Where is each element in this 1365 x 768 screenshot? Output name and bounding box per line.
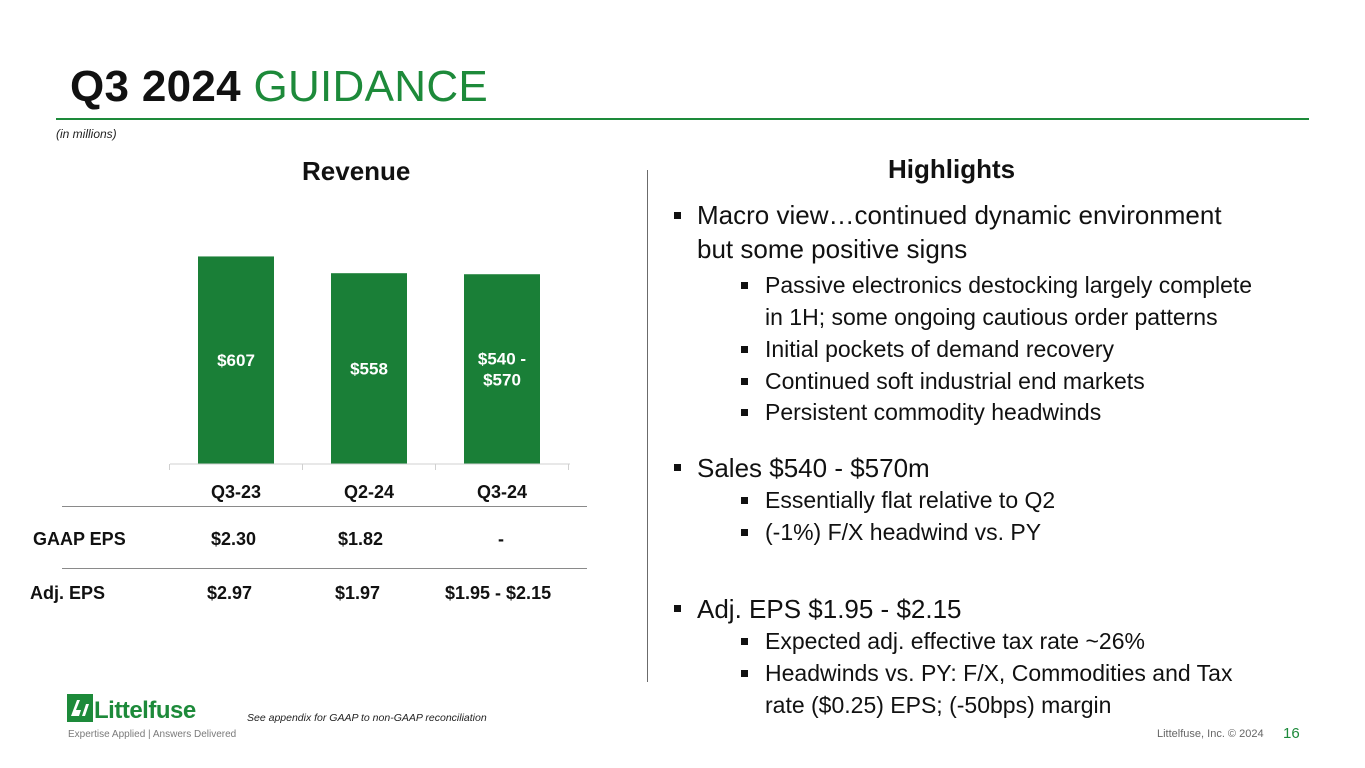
units-note: (in millions) [56,127,117,141]
title-main: Q3 2024 [70,62,241,111]
bullet-square-icon [741,529,748,536]
revenue-bar-q3-23 [198,256,274,464]
title-accent: GUIDANCE [253,62,489,111]
sub-demand-recovery: Initial pockets of demand recovery [765,336,1115,362]
table-rule-top [62,506,587,507]
bullet-square-icon [741,409,748,416]
revenue-heading: Revenue [302,156,411,186]
littelfuse-logo-icon [67,694,93,722]
section-divider [647,170,648,682]
adj-eps-label: Adj. EPS [30,583,106,603]
page-title: Q3 2024 GUIDANCE [70,62,488,112]
highlights-heading: Highlights [888,154,1016,184]
highlight-macro-line2: but some positive signs [697,234,968,264]
sub-passive-line2: in 1H; some ongoing cautious order patte… [765,304,1218,330]
sub-soft-industrial: Continued soft industrial end markets [765,368,1145,394]
bullet-square-icon [674,212,681,219]
gaap-footnote: See appendix for GAAP to non-GAAP reconc… [247,712,487,724]
bullet-square-icon [741,670,748,677]
revenue-bar-chart: $607 $558 $540 - $570 Q3-23 Q2-24 Q3-24 [169,256,570,502]
table-rule-middle [62,568,587,569]
sub-fx-headwind: (-1%) F/X headwind vs. PY [765,519,1042,545]
gaap-eps-label: GAAP EPS [33,529,126,549]
chart-bars: $607 $558 $540 - $570 [198,256,540,464]
sub-headwinds-line1: Headwinds vs. PY: F/X, Commodities and T… [765,660,1233,686]
revenue-bar-q2-24 [331,273,407,464]
category-label: Q2-24 [344,482,394,502]
bullet-square-icon [741,497,748,504]
bar-data-label: $540 - [478,350,526,369]
highlight-macro-line1: Macro view…continued dynamic environment [697,200,1222,230]
copyright: Littelfuse, Inc. © 2024 [1157,728,1264,740]
bullet-square-icon [741,378,748,385]
bullet-square-icon [674,605,681,612]
bar-data-label: $558 [350,360,388,379]
adj-eps-q2-24: $1.97 [335,583,381,603]
gaap-eps-q2-24: $1.82 [338,529,384,549]
bullet-square-icon [674,464,681,471]
logo-wordmark: Littelfuse [94,697,196,724]
highlight-adj-eps: Adj. EPS $1.95 - $2.15 [697,594,962,624]
category-label: Q3-23 [211,482,261,502]
sub-tax-rate: Expected adj. effective tax rate ~26% [765,628,1145,654]
bullet-square-icon [741,282,748,289]
gaap-eps-q3-24: - [498,529,504,549]
bar-data-label: $570 [483,371,521,390]
adj-eps-q3-23: $2.97 [207,583,253,603]
sub-headwinds-line2: rate ($0.25) EPS; (-50bps) margin [765,692,1112,718]
page-number: 16 [1283,725,1300,742]
category-label: Q3-24 [477,482,527,502]
sub-commodity-headwinds: Persistent commodity headwinds [765,399,1102,425]
revenue-bar-q3-24 [464,274,540,464]
adj-eps-q3-24: $1.95 - $2.15 [445,583,552,603]
logo-tagline: Expertise Applied | Answers Delivered [68,729,237,740]
title-divider [56,118,1309,120]
sub-passive-line1: Passive electronics destocking largely c… [765,272,1253,298]
chart-categories: Q3-23 Q2-24 Q3-24 [211,482,527,502]
highlight-sales: Sales $540 - $570m [697,453,930,483]
sub-flat-q2: Essentially flat relative to Q2 [765,487,1056,513]
bullet-square-icon [741,346,748,353]
bullet-square-icon [741,638,748,645]
bar-data-label: $607 [217,351,255,370]
chart-ticks [169,464,569,470]
gaap-eps-q3-23: $2.30 [211,529,257,549]
